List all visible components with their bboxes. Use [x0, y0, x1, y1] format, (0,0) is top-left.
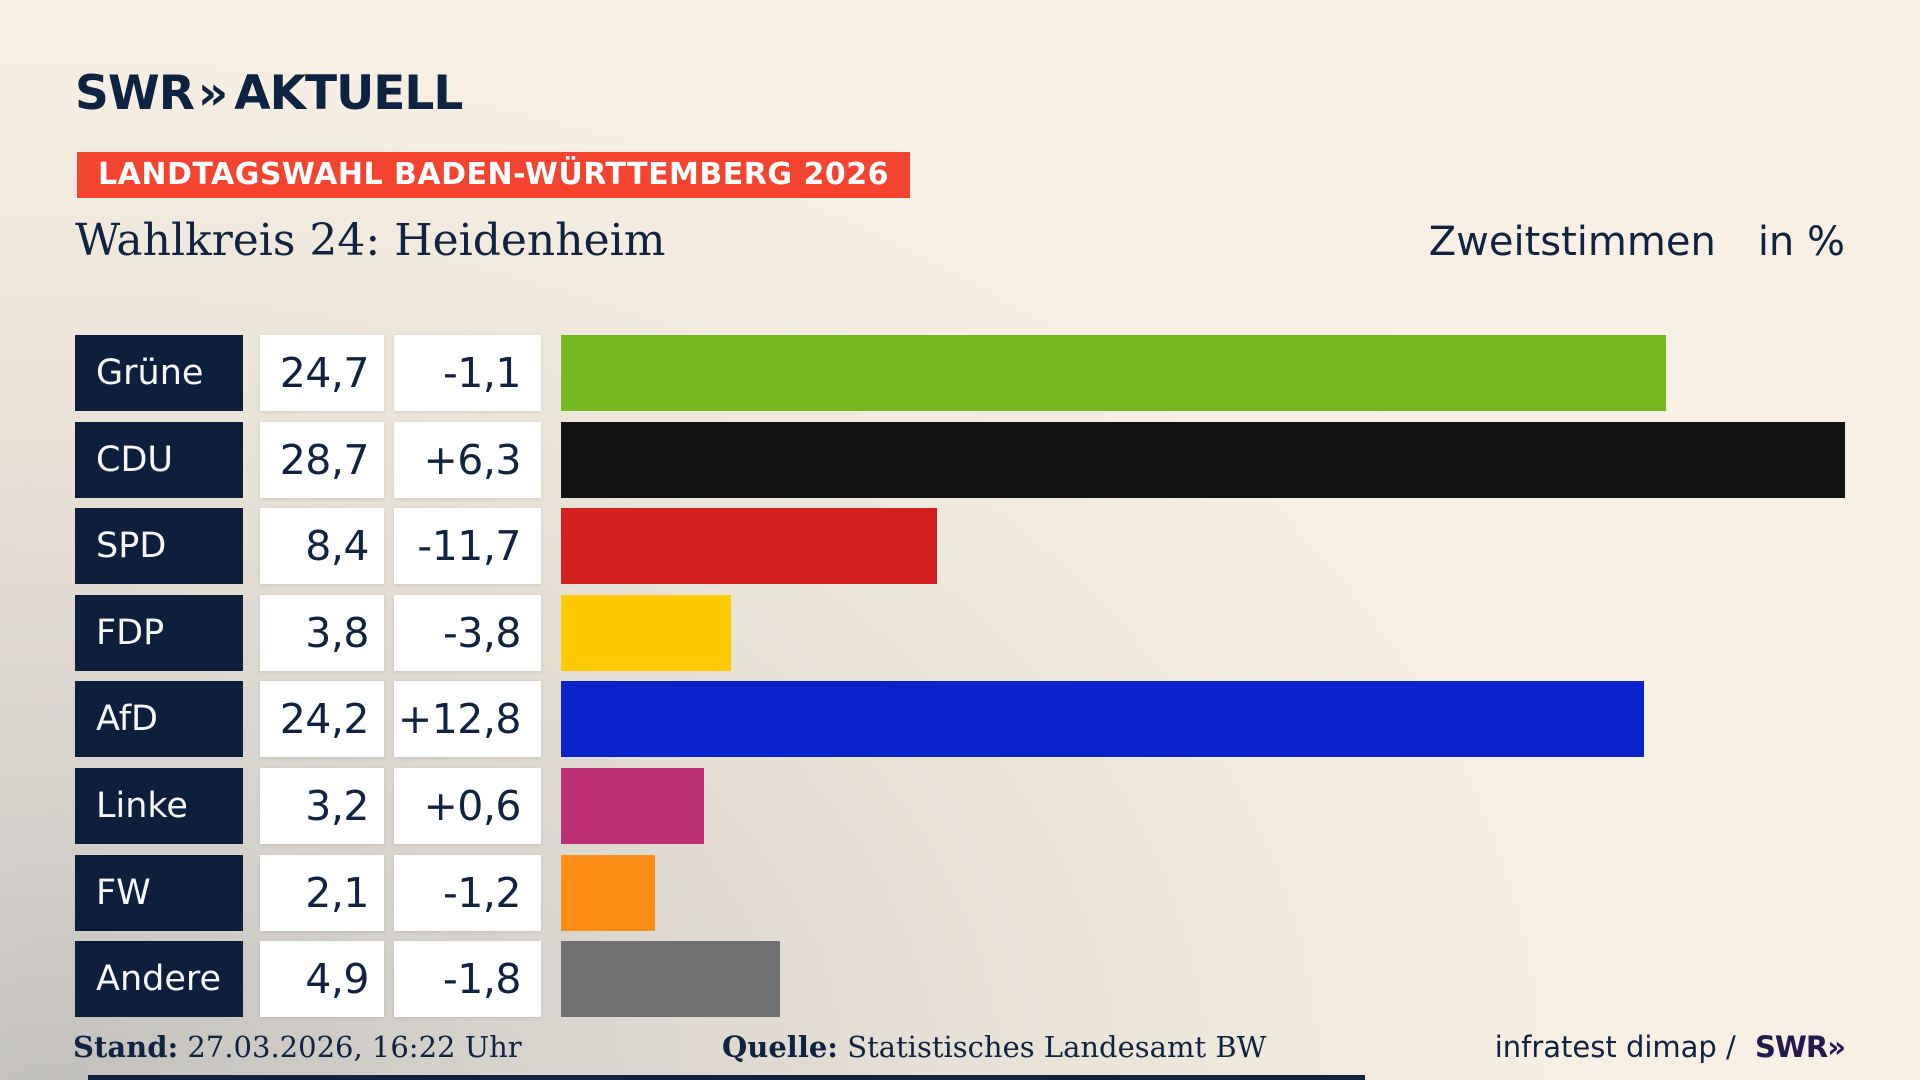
- chart-row: CDU 28,7 +6,3: [75, 421, 1845, 498]
- party-label: Linke: [75, 767, 243, 844]
- bar: [561, 941, 781, 1018]
- quelle-label: Quelle:: [722, 1030, 838, 1064]
- party-label: Andere: [75, 941, 243, 1018]
- party-label: Grüne: [75, 335, 243, 411]
- bar: [561, 335, 1667, 411]
- stand-value: 27.03.2026, 16:22 Uhr: [187, 1030, 522, 1064]
- stand-label: Stand:: [73, 1030, 179, 1064]
- bar: [561, 767, 705, 844]
- bar: [561, 854, 655, 931]
- vote-type-label: Zweitstimmen: [1428, 219, 1716, 265]
- value-cell: 3,8: [260, 594, 384, 671]
- bar: [561, 594, 731, 671]
- change-cell: +12,8: [394, 681, 541, 758]
- change-cell: -1,2: [394, 854, 541, 931]
- chart-row: Grüne 24,7 -1,1: [75, 335, 1845, 411]
- change-cell: +0,6: [394, 767, 541, 844]
- title-row: Wahlkreis 24: Heidenheim Zweitstimmen in…: [75, 215, 1845, 267]
- party-label: FDP: [75, 594, 243, 671]
- value-cell: 8,4: [260, 508, 384, 585]
- logo-suffix: AKTUELL: [234, 66, 463, 121]
- source: Quelle: Statistisches Landesamt BW: [722, 1030, 1266, 1064]
- bar-track: [561, 767, 1845, 844]
- logo-brand: SWR: [75, 66, 195, 121]
- chart-row: Linke 3,2 +0,6: [75, 767, 1845, 844]
- chart-row: AfD 24,2 +12,8: [75, 681, 1845, 758]
- credit-swr-logo: SWR»: [1755, 1030, 1846, 1064]
- change-cell: -1,1: [394, 335, 541, 411]
- bar-chart: Grüne 24,7 -1,1 CDU 28,7 +6,3 SPD 8,4 -11,7 FDP 3,…: [75, 335, 1845, 1018]
- chart-rows: Grüne 24,7 -1,1 CDU 28,7 +6,3 SPD 8,4 -11,7 FDP 3,…: [75, 335, 1845, 1018]
- bar-track: [561, 508, 1845, 585]
- election-banner: LANDTAGSWAHL BADEN-WÜRTTEMBERG 2026: [77, 152, 910, 198]
- measure-header: Zweitstimmen in %: [1429, 219, 1845, 265]
- party-label: AfD: [75, 681, 243, 758]
- value-cell: 3,2: [260, 767, 384, 844]
- value-cell: 4,9: [260, 941, 384, 1018]
- timestamp: Stand: 27.03.2026, 16:22 Uhr: [73, 1030, 522, 1064]
- bar-track: [561, 854, 1845, 931]
- bottom-band: [88, 1075, 1365, 1080]
- swr-aktuell-logo: SWR » AKTUELL: [75, 66, 463, 121]
- bar: [561, 508, 937, 585]
- chart-row: FW 2,1 -1,2: [75, 854, 1845, 931]
- quelle-value: Statistisches Landesamt BW: [847, 1030, 1267, 1064]
- party-label: FW: [75, 854, 243, 931]
- value-cell: 2,1: [260, 854, 384, 931]
- bar-track: [561, 421, 1845, 498]
- chart-row: FDP 3,8 -3,8: [75, 594, 1845, 671]
- bar: [561, 421, 1845, 498]
- page-title: Wahlkreis 24: Heidenheim: [75, 215, 666, 266]
- bar-track: [561, 335, 1845, 411]
- change-cell: +6,3: [394, 421, 541, 498]
- value-cell: 24,7: [260, 335, 384, 411]
- change-cell: -11,7: [394, 508, 541, 585]
- credit-text: infratest dimap /: [1494, 1030, 1736, 1064]
- chart-row: Andere 4,9 -1,8: [75, 941, 1845, 1018]
- logo-chevrons-icon: »: [197, 66, 228, 121]
- bar-track: [561, 681, 1845, 758]
- bar: [561, 681, 1644, 758]
- chart-row: SPD 8,4 -11,7: [75, 508, 1845, 585]
- credit: infratest dimap / SWR»: [1494, 1030, 1846, 1064]
- value-cell: 24,2: [260, 681, 384, 758]
- party-label: CDU: [75, 421, 243, 498]
- party-label: SPD: [75, 508, 243, 585]
- footer: Stand: 27.03.2026, 16:22 Uhr Quelle: Sta…: [0, 1030, 1920, 1074]
- bar-track: [561, 594, 1845, 671]
- value-cell: 28,7: [260, 421, 384, 498]
- bar-track: [561, 941, 1845, 1018]
- unit-label: in %: [1757, 219, 1845, 265]
- change-cell: -3,8: [394, 594, 541, 671]
- change-cell: -1,8: [394, 941, 541, 1018]
